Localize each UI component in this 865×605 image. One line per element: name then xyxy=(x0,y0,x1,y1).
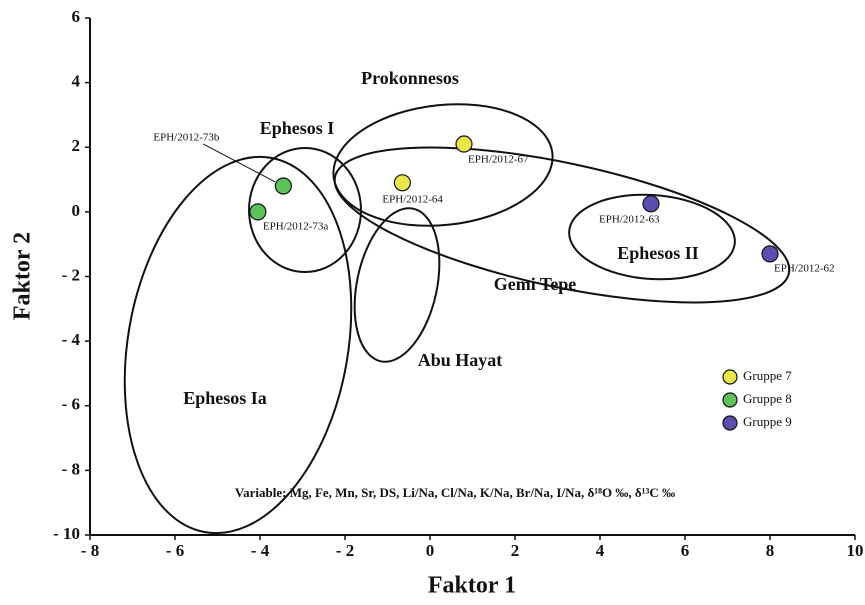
point-label: EPH/2012-67 xyxy=(468,154,529,166)
y-tick-label: - 6 xyxy=(62,395,80,414)
x-tick-label: - 6 xyxy=(166,541,184,560)
y-tick-label: - 10 xyxy=(53,524,80,543)
x-tick-label: 2 xyxy=(511,541,520,560)
legend-label: Gruppe 9 xyxy=(743,414,792,429)
x-axis-title: Faktor 1 xyxy=(428,573,516,599)
variable-note: Variable: Mg, Fe, Mn, Sr, DS, Li/Na, Cl/… xyxy=(235,485,675,500)
x-tick-label: 10 xyxy=(847,541,864,560)
y-tick-label: - 8 xyxy=(62,459,80,478)
y-tick-label: 0 xyxy=(72,201,81,220)
region-label: Gemi Tepe xyxy=(494,274,577,294)
y-tick-label: - 4 xyxy=(62,330,81,349)
x-tick-label: 0 xyxy=(426,541,435,560)
legend-label: Gruppe 7 xyxy=(743,368,792,383)
region-label: Ephesos I xyxy=(260,118,335,138)
legend-swatch xyxy=(722,415,738,431)
point-label: EPH/2012-73b xyxy=(153,132,220,144)
legend-label: Gruppe 8 xyxy=(743,391,792,406)
x-tick-label: - 8 xyxy=(81,541,99,560)
y-tick-label: - 2 xyxy=(62,265,80,284)
x-tick-label: - 4 xyxy=(251,541,270,560)
point-label: EPH/2012-63 xyxy=(599,213,660,225)
point xyxy=(761,245,779,263)
region-label: Prokonnesos xyxy=(361,68,459,88)
region-ellipse xyxy=(333,146,791,304)
x-tick-label: - 2 xyxy=(336,541,354,560)
point xyxy=(249,203,267,221)
x-tick-label: 8 xyxy=(766,541,775,560)
point xyxy=(642,195,660,213)
leader-line xyxy=(203,143,276,183)
y-tick-label: 6 xyxy=(72,7,81,26)
point xyxy=(393,174,411,192)
legend-swatch xyxy=(722,392,738,408)
region-label: Abu Hayat xyxy=(418,350,503,370)
point xyxy=(274,177,292,195)
region-label: Ephesos II xyxy=(617,243,699,263)
region-ellipse xyxy=(123,155,353,535)
y-axis-title: Faktor 2 xyxy=(10,232,36,320)
region-ellipse xyxy=(353,207,441,363)
x-tick-label: 6 xyxy=(681,541,690,560)
legend-swatch xyxy=(722,369,738,385)
region-ellipse xyxy=(568,193,736,281)
y-tick-label: 4 xyxy=(72,72,81,91)
point-label: EPH/2012-64 xyxy=(382,193,443,205)
region-label: Ephesos Ia xyxy=(183,388,267,408)
point xyxy=(455,135,473,153)
y-tick-label: 2 xyxy=(72,136,81,155)
point-label: EPH/2012-73a xyxy=(263,220,329,232)
x-tick-label: 4 xyxy=(596,541,605,560)
point-label: EPH/2012-62 xyxy=(774,262,835,274)
region-ellipse xyxy=(332,103,554,227)
